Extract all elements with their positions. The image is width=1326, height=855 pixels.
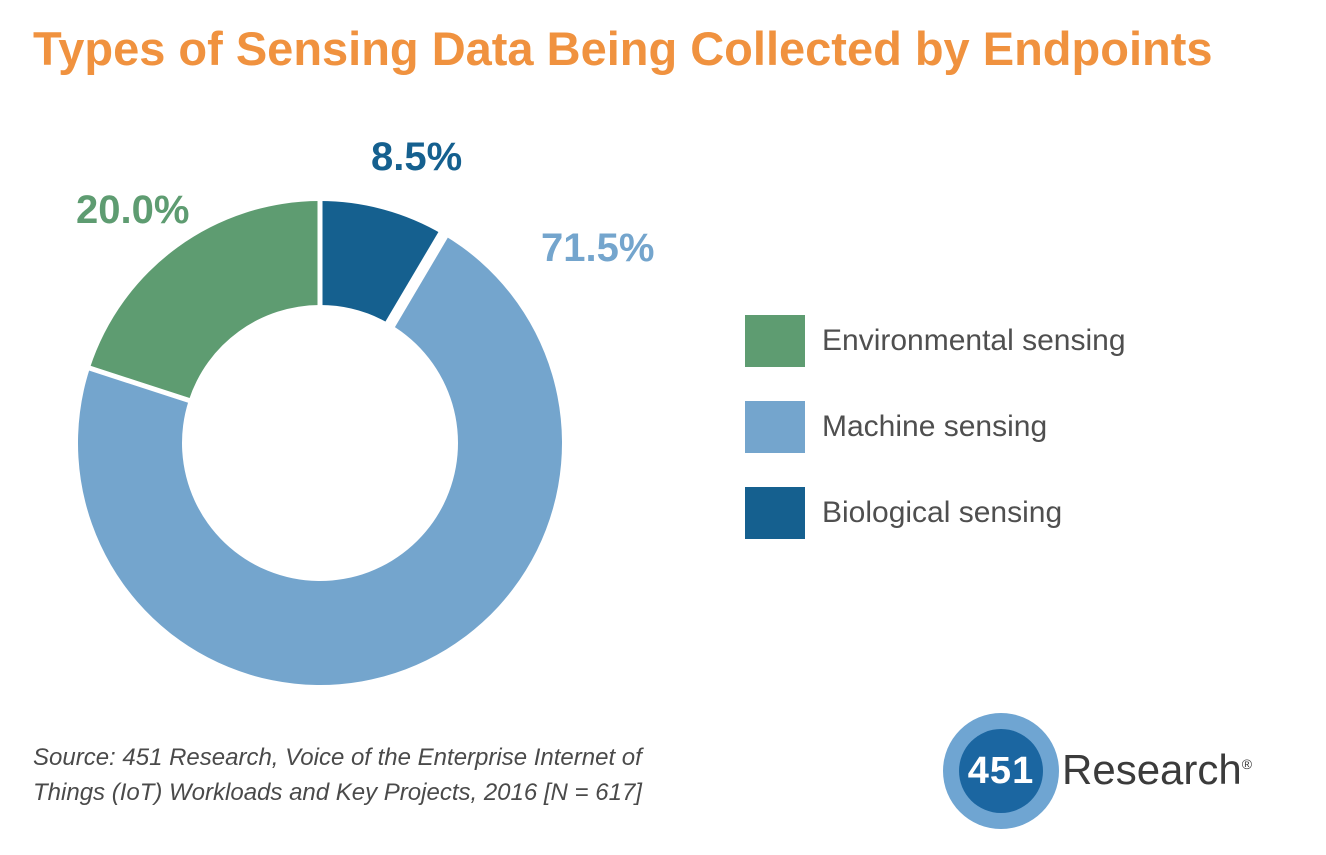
donut-segment-biological bbox=[320, 201, 444, 325]
percent-label-machine: 71.5% bbox=[541, 226, 655, 270]
source-note: Source: 451 Research, Voice of the Enter… bbox=[33, 740, 642, 810]
source-note-line1: Source: 451 Research, Voice of the Enter… bbox=[33, 744, 642, 771]
legend: Environmental sensing Machine sensing Bi… bbox=[745, 315, 1126, 539]
legend-item-biological: Biological sensing bbox=[745, 487, 1126, 539]
percent-label-biological: 8.5% bbox=[371, 135, 463, 179]
legend-swatch-machine bbox=[745, 401, 805, 453]
logo-name-text: Research bbox=[1062, 746, 1242, 793]
segment-divider bbox=[383, 229, 450, 330]
logo-name: Research® bbox=[1062, 746, 1252, 794]
registered-mark: ® bbox=[1241, 756, 1253, 772]
donut-segment-machine bbox=[77, 234, 562, 686]
legend-item-environmental: Environmental sensing bbox=[745, 315, 1126, 367]
legend-label-environmental: Environmental sensing bbox=[822, 324, 1126, 357]
source-note-line2: Things (IoT) Workloads and Key Projects,… bbox=[33, 779, 642, 806]
legend-swatch-biological bbox=[745, 487, 805, 539]
legend-swatch-environmental bbox=[745, 315, 805, 367]
legend-label-machine: Machine sensing bbox=[822, 410, 1048, 443]
logo-inner-circle: 451 bbox=[959, 729, 1043, 813]
page-title: Types of Sensing Data Being Collected by… bbox=[33, 22, 1213, 75]
legend-label-biological: Biological sensing bbox=[822, 496, 1063, 529]
percent-label-environmental: 20.0% bbox=[76, 188, 190, 232]
donut-segment-environmental bbox=[89, 201, 320, 401]
legend-item-machine: Machine sensing bbox=[745, 401, 1126, 453]
logo-number: 451 bbox=[967, 749, 1035, 792]
segment-divider bbox=[86, 364, 193, 404]
company-logo: 451 Research® bbox=[943, 713, 1263, 833]
